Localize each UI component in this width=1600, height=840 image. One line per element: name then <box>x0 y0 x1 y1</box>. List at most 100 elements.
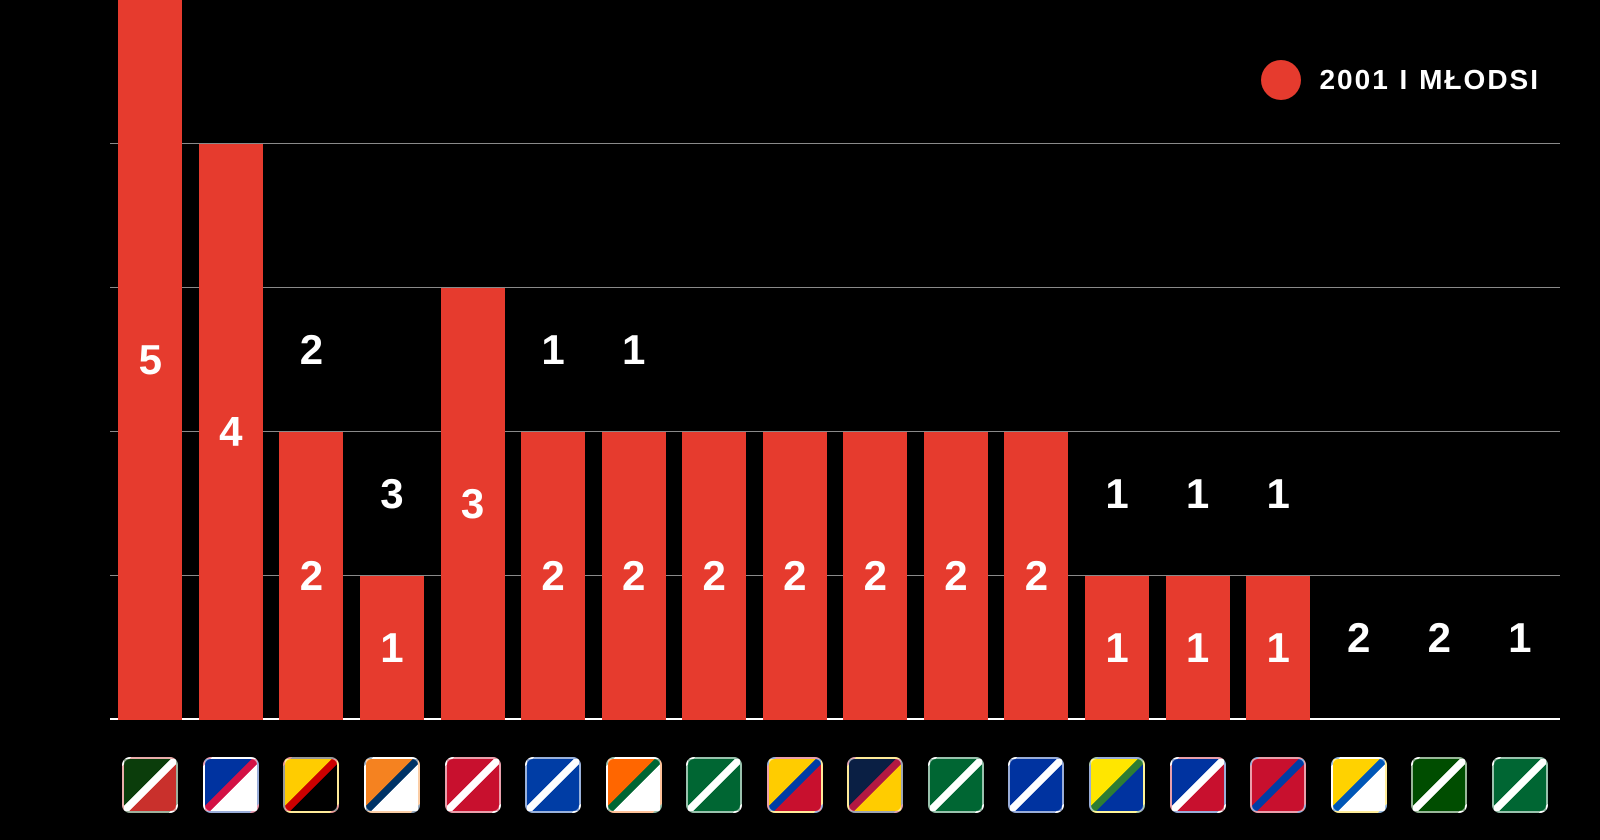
bar-slot: 2 <box>755 0 836 720</box>
logo-slot <box>271 740 352 830</box>
bar-slot: 2 <box>674 0 755 720</box>
overflow-value: 1 <box>622 326 645 374</box>
bar-slot: 4 <box>191 0 272 720</box>
overflow-value: 1 <box>541 326 564 374</box>
bars: 5422313121222222111111221 <box>110 0 1560 720</box>
bar: 1 <box>360 576 424 720</box>
bar-value: 2 <box>541 552 564 600</box>
team-badge-icon <box>847 757 903 813</box>
bar-slot: 2 <box>1399 0 1480 720</box>
overflow-value: 1 <box>1186 470 1209 518</box>
logo-slot <box>755 740 836 830</box>
bar: 2 <box>1004 432 1068 720</box>
team-badge-icon <box>767 757 823 813</box>
bar-slot: 12 <box>513 0 594 720</box>
bar: 1 <box>1246 576 1310 720</box>
bar-value: 1 <box>1105 624 1128 672</box>
overflow-value: 1 <box>1508 614 1531 662</box>
logo-slot <box>593 740 674 830</box>
bar-slot: 12 <box>593 0 674 720</box>
bar: 1 <box>1085 576 1149 720</box>
bar-slot: 5 <box>110 0 191 720</box>
team-badge-icon <box>203 757 259 813</box>
bar: 3 <box>441 288 505 720</box>
overflow-value: 3 <box>380 470 403 518</box>
logo-slot <box>1157 740 1238 830</box>
overflow-value: 1 <box>1105 470 1128 518</box>
logo-slot <box>916 740 997 830</box>
legend: 2001 I MŁODSI <box>1261 60 1540 100</box>
bar: 1 <box>1166 576 1230 720</box>
bar-slot: 2 <box>916 0 997 720</box>
logo-slot <box>1238 740 1319 830</box>
overflow-value: 2 <box>1428 614 1451 662</box>
team-badge-icon <box>283 757 339 813</box>
bar-value: 4 <box>219 408 242 456</box>
bar-slot: 22 <box>271 0 352 720</box>
bar-value: 2 <box>944 552 967 600</box>
bar-slot: 31 <box>352 0 433 720</box>
logo-slot <box>1318 740 1399 830</box>
team-badge-icon <box>1008 757 1064 813</box>
bar: 2 <box>521 432 585 720</box>
team-badge-icon <box>1331 757 1387 813</box>
legend-dot-icon <box>1261 60 1301 100</box>
bar: 2 <box>279 432 343 720</box>
team-badge-icon <box>606 757 662 813</box>
bar: 4 <box>199 144 263 720</box>
team-badge-icon <box>525 757 581 813</box>
logo-slot <box>191 740 272 830</box>
overflow-value: 2 <box>1347 614 1370 662</box>
logo-slot <box>1480 740 1561 830</box>
team-badge-icon <box>1411 757 1467 813</box>
bar-value: 3 <box>461 480 484 528</box>
team-badge-icon <box>928 757 984 813</box>
logo-slot <box>513 740 594 830</box>
bar-value: 2 <box>783 552 806 600</box>
team-badge-icon <box>686 757 742 813</box>
bar: 2 <box>602 432 666 720</box>
bar-slot: 11 <box>1077 0 1158 720</box>
logo-slot <box>1077 740 1158 830</box>
bar-slot: 2 <box>835 0 916 720</box>
legend-label: 2001 I MŁODSI <box>1319 64 1540 96</box>
logo-slot <box>1399 740 1480 830</box>
overflow-value: 2 <box>300 326 323 374</box>
team-badge-icon <box>445 757 501 813</box>
team-badge-icon <box>122 757 178 813</box>
bar: 5 <box>118 0 182 720</box>
bar-value: 1 <box>1266 624 1289 672</box>
logo-slot <box>432 740 513 830</box>
bar-value: 5 <box>139 336 162 384</box>
logo-slot <box>110 740 191 830</box>
bar-value: 2 <box>703 552 726 600</box>
bar-slot: 11 <box>1157 0 1238 720</box>
chart-container: 5422313121222222111111221 2001 I MŁODSI <box>0 0 1600 840</box>
bar-value: 2 <box>622 552 645 600</box>
logo-slot <box>352 740 433 830</box>
plot-area: 5422313121222222111111221 <box>110 0 1560 720</box>
bar: 2 <box>843 432 907 720</box>
team-badge-icon <box>1250 757 1306 813</box>
bar-value: 2 <box>864 552 887 600</box>
bar-value: 1 <box>1186 624 1209 672</box>
bar-slot: 11 <box>1238 0 1319 720</box>
bar-value: 2 <box>1025 552 1048 600</box>
bar: 2 <box>763 432 827 720</box>
bar-slot: 2 <box>1318 0 1399 720</box>
bar: 2 <box>682 432 746 720</box>
bar-slot: 3 <box>432 0 513 720</box>
team-logos-row <box>110 740 1560 830</box>
bar-value: 2 <box>300 552 323 600</box>
logo-slot <box>996 740 1077 830</box>
logo-slot <box>835 740 916 830</box>
team-badge-icon <box>1089 757 1145 813</box>
bar: 2 <box>924 432 988 720</box>
bar-value: 1 <box>380 624 403 672</box>
team-badge-icon <box>1170 757 1226 813</box>
team-badge-icon <box>1492 757 1548 813</box>
logo-slot <box>674 740 755 830</box>
bar-slot: 1 <box>1480 0 1561 720</box>
team-badge-icon <box>364 757 420 813</box>
overflow-value: 1 <box>1266 470 1289 518</box>
